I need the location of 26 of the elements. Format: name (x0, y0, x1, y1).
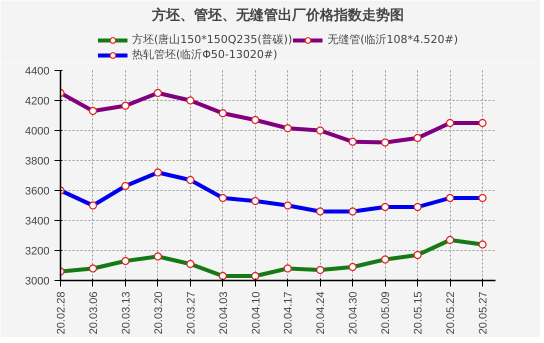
x-tick-label: 20.03.20 (152, 291, 165, 334)
x-tick-label: 20.05.27 (478, 291, 490, 334)
y-tick-label: 3200 (25, 246, 50, 258)
x-tick-label: 20.03.13 (120, 291, 132, 334)
legend-label: 无缝管(临沂108*4.520#) (327, 32, 458, 47)
chart-title: 方坯、管坯、无缝管出厂价格指数走势图 (151, 6, 404, 24)
legend-label: 方坯(唐山150*150Q235(普碳)) (132, 32, 292, 47)
x-tick-label: 20.05.22 (445, 291, 458, 334)
x-tick-label: 20.04.24 (315, 291, 328, 334)
x-tick-label: 20.04.17 (282, 291, 295, 334)
x-tick-label: 20.04.03 (218, 291, 230, 334)
x-tick-label: 20.05.09 (380, 291, 392, 334)
x-tick-label: 20.02.28 (56, 291, 68, 334)
y-tick-label: 3400 (25, 216, 50, 228)
x-tick-label: 20.04.10 (250, 291, 262, 334)
x-tick-label: 20.05.15 (412, 291, 425, 334)
y-tick-label: 4400 (25, 66, 50, 78)
x-tick-label: 20.03.27 (185, 291, 198, 334)
y-tick-label: 4200 (25, 96, 50, 108)
y-tick-label: 3600 (25, 186, 50, 198)
y-tick-label: 3800 (25, 156, 50, 168)
x-tick-label: 20.04.30 (348, 291, 360, 334)
y-tick-label: 3000 (25, 276, 50, 288)
y-tick-label: 4000 (25, 126, 50, 138)
legend-label: 热轧管坯(临沂Φ50-13020#) (132, 47, 278, 62)
x-tick-label: 20.03.06 (88, 291, 100, 334)
